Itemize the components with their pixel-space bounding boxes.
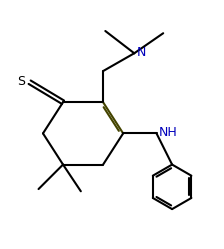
Text: NH: NH — [159, 126, 177, 139]
Text: N: N — [137, 46, 146, 59]
Text: S: S — [17, 75, 25, 88]
